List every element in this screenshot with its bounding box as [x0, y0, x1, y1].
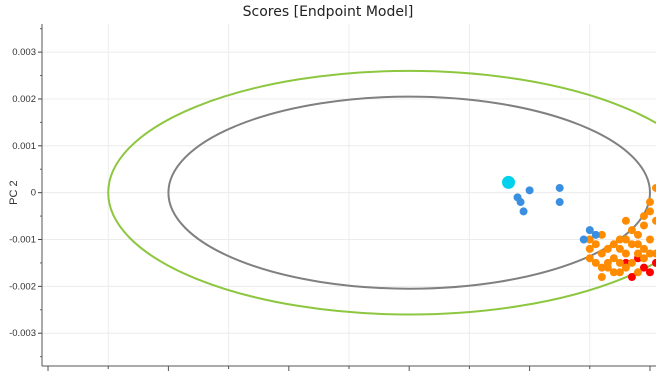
score-point[interactable] [645, 235, 654, 244]
score-point[interactable] [633, 240, 642, 249]
score-point[interactable] [615, 235, 624, 244]
score-point[interactable] [597, 263, 606, 272]
score-point[interactable] [633, 268, 642, 277]
score-point[interactable] [652, 183, 656, 192]
y-tick-label: 0.003 [12, 47, 36, 58]
score-point[interactable] [652, 258, 656, 267]
score-point[interactable] [585, 226, 594, 235]
score-point[interactable] [645, 268, 654, 277]
y-tick-label: 0.001 [12, 141, 36, 152]
outer-confidence-ellipse [107, 69, 656, 316]
score-point[interactable] [579, 235, 588, 244]
score-point[interactable] [639, 254, 648, 263]
chart-title: Scores [Endpoint Model] [242, 4, 414, 20]
y-tick-label: -0.001 [9, 235, 36, 246]
score-point[interactable] [627, 272, 636, 281]
score-point[interactable] [591, 230, 600, 239]
score-point[interactable] [502, 175, 516, 189]
score-point[interactable] [591, 240, 600, 249]
y-tick-label: 0.002 [12, 94, 36, 105]
score-point[interactable] [621, 216, 630, 225]
score-point[interactable] [615, 258, 624, 267]
score-point[interactable] [639, 212, 648, 221]
y-axis-label: PC 2 [8, 180, 20, 204]
score-point[interactable] [615, 268, 624, 277]
score-point[interactable] [525, 186, 534, 195]
score-point[interactable] [627, 258, 636, 267]
y-tick-label: -0.003 [9, 328, 36, 339]
score-point[interactable] [597, 272, 606, 281]
score-point[interactable] [609, 268, 618, 277]
score-point[interactable] [645, 198, 654, 207]
score-point[interactable] [639, 244, 648, 253]
score-point[interactable] [609, 254, 618, 263]
score-point[interactable] [633, 249, 642, 258]
score-point[interactable] [603, 244, 612, 253]
score-point[interactable] [609, 240, 618, 249]
score-point[interactable] [645, 249, 654, 258]
score-point[interactable] [555, 183, 564, 192]
score-point[interactable] [585, 244, 594, 253]
score-point[interactable] [603, 263, 612, 272]
score-point[interactable] [645, 207, 654, 216]
score-point[interactable] [516, 198, 525, 207]
score-point[interactable] [519, 207, 528, 216]
score-point[interactable] [639, 221, 648, 230]
score-point[interactable] [585, 254, 594, 263]
score-point[interactable] [591, 258, 600, 267]
score-point[interactable] [627, 226, 636, 235]
score-point[interactable] [652, 216, 656, 225]
y-tick-label: -0.002 [9, 281, 36, 292]
score-point[interactable] [615, 244, 624, 253]
score-point[interactable] [597, 249, 606, 258]
score-point[interactable] [633, 230, 642, 239]
score-point[interactable] [585, 235, 594, 244]
y-tick-label: 0 [31, 188, 36, 199]
score-point[interactable] [597, 230, 606, 239]
inner-confidence-ellipse [167, 95, 651, 290]
score-point[interactable] [621, 263, 630, 272]
score-point[interactable] [621, 235, 630, 244]
score-point[interactable] [639, 263, 648, 272]
score-point[interactable] [627, 240, 636, 249]
score-point[interactable] [555, 198, 564, 207]
score-point[interactable] [621, 249, 630, 258]
